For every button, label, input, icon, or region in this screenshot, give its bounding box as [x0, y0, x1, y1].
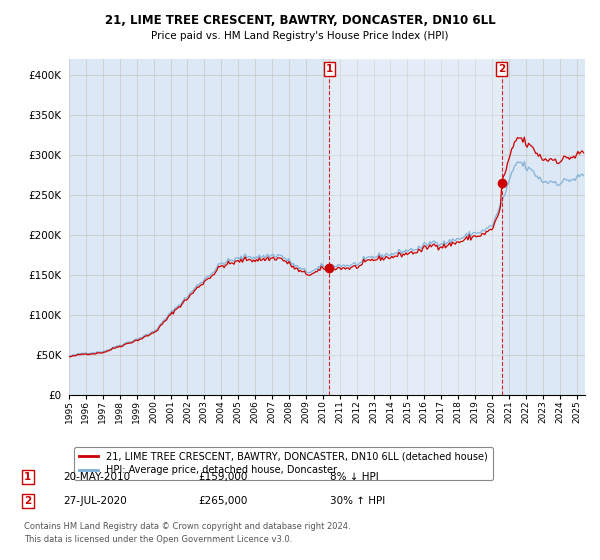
Legend: 21, LIME TREE CRESCENT, BAWTRY, DONCASTER, DN10 6LL (detached house), HPI: Avera: 21, LIME TREE CRESCENT, BAWTRY, DONCASTE… — [74, 447, 493, 480]
Text: £265,000: £265,000 — [198, 496, 247, 506]
Text: 2: 2 — [498, 64, 505, 74]
Text: 1: 1 — [24, 472, 31, 482]
Text: 1: 1 — [326, 64, 333, 74]
Text: £159,000: £159,000 — [198, 472, 247, 482]
Text: 20-MAY-2010: 20-MAY-2010 — [63, 472, 130, 482]
Text: 2: 2 — [24, 496, 31, 506]
Bar — [329, 59, 502, 395]
Text: Price paid vs. HM Land Registry's House Price Index (HPI): Price paid vs. HM Land Registry's House … — [151, 31, 449, 41]
Text: Contains HM Land Registry data © Crown copyright and database right 2024.: Contains HM Land Registry data © Crown c… — [24, 522, 350, 531]
Text: 21, LIME TREE CRESCENT, BAWTRY, DONCASTER, DN10 6LL: 21, LIME TREE CRESCENT, BAWTRY, DONCASTE… — [104, 14, 496, 27]
Text: 30% ↑ HPI: 30% ↑ HPI — [330, 496, 385, 506]
Text: 27-JUL-2020: 27-JUL-2020 — [63, 496, 127, 506]
Text: This data is licensed under the Open Government Licence v3.0.: This data is licensed under the Open Gov… — [24, 534, 292, 544]
Text: 8% ↓ HPI: 8% ↓ HPI — [330, 472, 379, 482]
